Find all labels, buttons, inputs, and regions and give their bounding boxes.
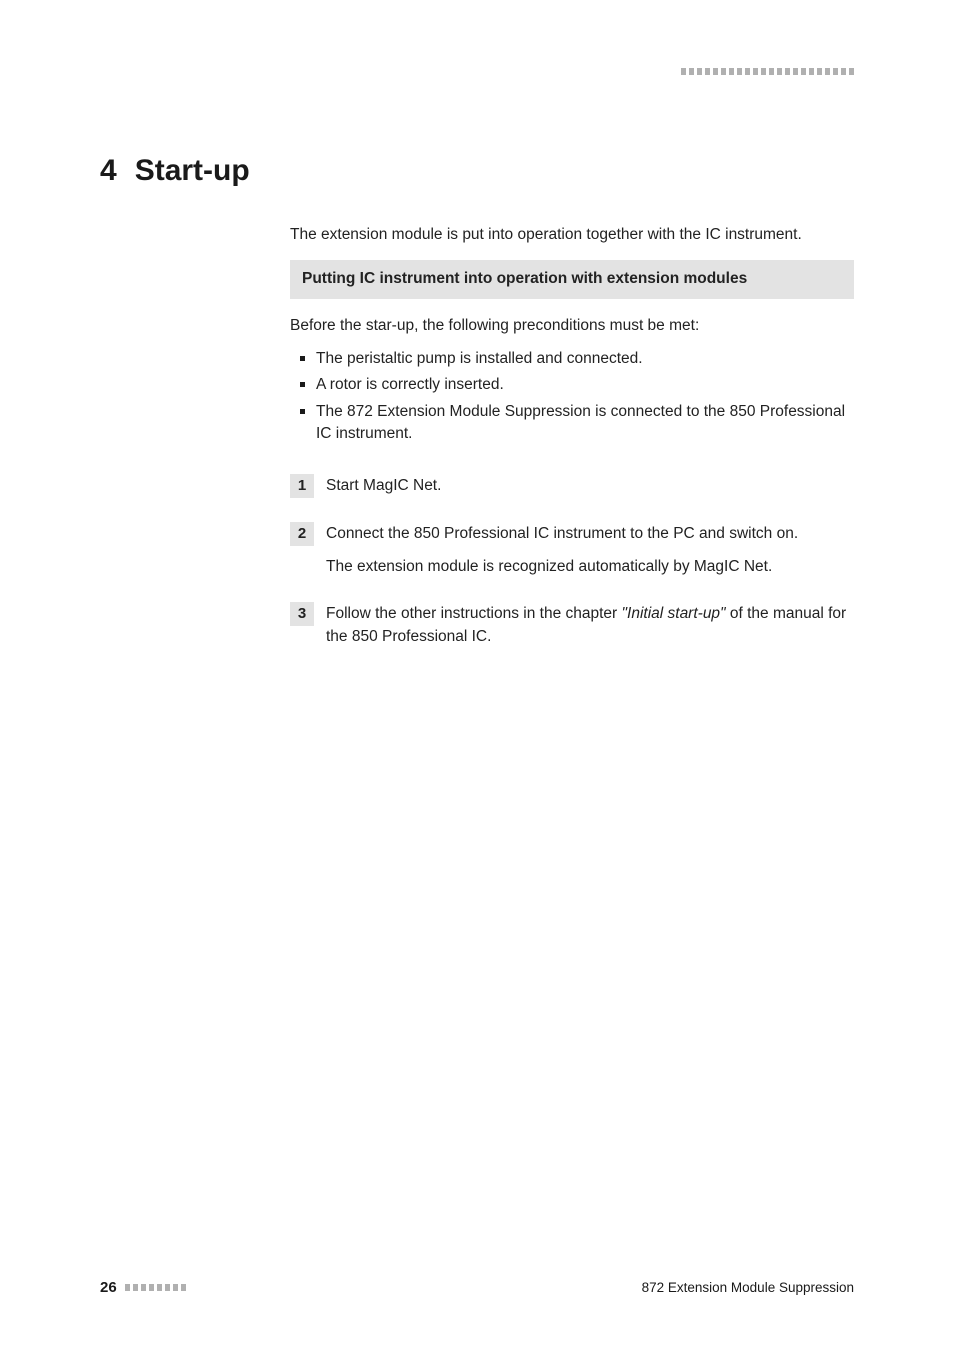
step-body: Connect the 850 Professional IC instrume…: [326, 522, 854, 579]
procedure-heading-box: Putting IC instrument into operation wit…: [290, 260, 854, 299]
step-row: 2 Connect the 850 Professional IC instru…: [290, 522, 854, 579]
step-text: Start MagIC Net.: [326, 474, 854, 497]
step-number-badge: 3: [290, 602, 314, 626]
list-item: The 872 Extension Module Suppression is …: [290, 401, 854, 446]
step-text: The extension module is recognized autom…: [326, 555, 854, 578]
preconditions-intro: Before the star-up, the following precon…: [290, 315, 854, 337]
page-number: 26: [100, 1279, 117, 1296]
chapter-title-text: Start-up: [135, 154, 250, 187]
step-body: Start MagIC Net.: [326, 474, 854, 497]
chapter-heading: 4 Start-up: [100, 154, 854, 188]
step-row: 1 Start MagIC Net.: [290, 474, 854, 498]
footer-tick-marks: [125, 1284, 186, 1291]
footer-doc-title: 872 Extension Module Suppression: [642, 1280, 854, 1295]
step-body: Follow the other instructions in the cha…: [326, 602, 854, 649]
step-text-italic: "Initial start-up": [622, 605, 726, 622]
page-footer: 26 872 Extension Module Suppression: [100, 1279, 854, 1296]
header-tick-marks: [681, 68, 854, 75]
step-text-pre: Follow the other instructions in the cha…: [326, 605, 622, 622]
content-area: The extension module is put into operati…: [290, 224, 854, 649]
intro-paragraph: The extension module is put into operati…: [290, 224, 854, 246]
step-row: 3 Follow the other instructions in the c…: [290, 602, 854, 649]
document-page: 4 Start-up The extension module is put in…: [0, 0, 954, 1350]
footer-left: 26: [100, 1279, 186, 1296]
list-item: The peristaltic pump is installed and co…: [290, 348, 854, 370]
list-item: A rotor is correctly inserted.: [290, 374, 854, 396]
step-text: Follow the other instructions in the cha…: [326, 602, 854, 649]
step-number-badge: 2: [290, 522, 314, 546]
preconditions-list: The peristaltic pump is installed and co…: [290, 348, 854, 446]
step-number-badge: 1: [290, 474, 314, 498]
step-text: Connect the 850 Professional IC instrume…: [326, 522, 854, 545]
chapter-number: 4: [100, 154, 117, 187]
